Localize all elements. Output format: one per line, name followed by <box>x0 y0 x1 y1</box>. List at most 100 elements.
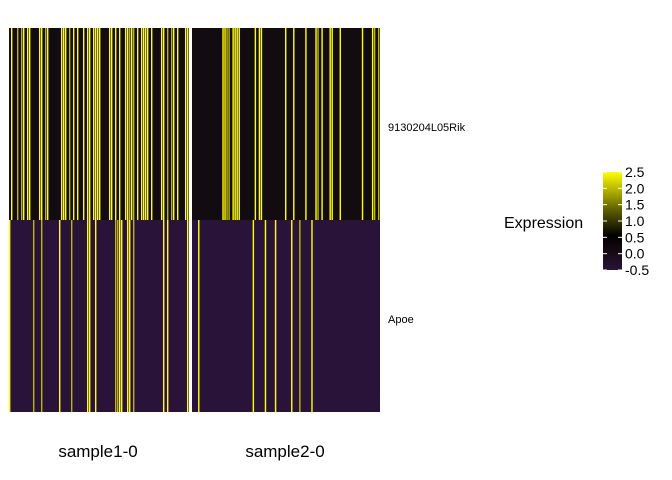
group-label-sample2-0: sample2-0 <box>245 442 324 461</box>
heatmap-cell <box>236 28 238 220</box>
gene-label-9130204L05Rik: 9130204L05Rik <box>388 122 466 134</box>
heatmap-cell <box>29 28 31 220</box>
heatmap-cell <box>232 28 234 220</box>
heatmap-cell <box>115 28 117 220</box>
heatmap-cell <box>127 28 129 220</box>
legend-tick-label: 1.5 <box>625 197 645 213</box>
heatmap-cell <box>95 220 97 412</box>
heatmap-cell <box>11 28 13 220</box>
heatmap-cell <box>163 220 165 412</box>
legend-title: Expression <box>504 215 583 232</box>
heatmap-cell <box>222 28 224 220</box>
heatmap-cell <box>93 28 95 220</box>
gene-label-Apoe: Apoe <box>388 314 414 326</box>
heatmap-cell <box>95 28 97 220</box>
heatmap-cell <box>163 28 165 220</box>
heatmap-cell <box>133 28 135 220</box>
heatmap-cell <box>264 220 267 412</box>
heatmap-cell <box>226 28 228 220</box>
heatmap-cell <box>177 28 179 220</box>
heatmap-cell <box>115 220 117 412</box>
heatmap-cell <box>99 28 101 220</box>
heatmap-cell <box>252 220 255 412</box>
heatmap-cell <box>27 28 29 220</box>
heatmap-cell <box>119 220 121 412</box>
legend-colorbar <box>603 172 622 270</box>
legend: Expression 2.52.01.51.00.50.0-0.5 <box>504 164 649 278</box>
heatmap-cell <box>65 28 67 220</box>
heatmap-cell <box>321 28 323 220</box>
heatmap-cell <box>87 220 89 412</box>
heatmap-cell <box>173 28 175 220</box>
legend-tick-label: 2.5 <box>625 164 645 180</box>
heatmap-cell <box>23 28 25 220</box>
heatmap-cell <box>161 28 163 220</box>
heatmap-cell <box>185 28 187 220</box>
heatmap-cell <box>87 28 89 220</box>
heatmap-cell <box>59 220 61 412</box>
heatmap-cell <box>198 220 200 412</box>
heatmap-cell <box>317 28 319 220</box>
heatmap-cell <box>45 28 47 220</box>
heatmap-cell <box>89 28 91 220</box>
heatmap-cell <box>377 28 380 220</box>
heatmap-cell <box>371 28 374 220</box>
heatmap-cell <box>63 28 65 220</box>
heatmap-cell <box>329 28 331 220</box>
heatmap-cell <box>41 28 43 220</box>
heatmap-cell <box>77 28 79 220</box>
heatmap-cell <box>234 28 236 220</box>
heatmap-cell <box>339 28 341 220</box>
heatmap-cell <box>129 28 131 220</box>
heatmap-cell <box>133 220 135 412</box>
heatmap-cell <box>89 220 91 412</box>
legend-ticks: 2.52.01.51.00.50.0-0.5 <box>603 164 649 278</box>
heatmap-cell <box>147 28 149 220</box>
group-label-sample1-0: sample1-0 <box>58 442 137 461</box>
heatmap-cell <box>145 28 147 220</box>
heatmap-cell <box>151 28 153 220</box>
heatmap-cell <box>299 220 301 412</box>
heatmap-cell <box>228 28 230 220</box>
heatmap-cell <box>315 28 317 220</box>
heatmap-cell <box>137 28 139 220</box>
heatmap-cell <box>41 220 43 412</box>
heatmap-cell <box>258 28 261 220</box>
heatmap-cell <box>373 28 376 220</box>
heatmap-block-Apoe-sample1-0 <box>9 220 189 412</box>
legend-tick-label: 0.5 <box>625 229 645 245</box>
heatmap-cell <box>125 28 127 220</box>
legend-tick-label: 2.0 <box>625 180 645 196</box>
heatmap-cell <box>143 28 145 220</box>
heatmap-block-Apoe-sample2-0 <box>192 220 380 412</box>
heatmap-cell <box>131 28 133 220</box>
heatmap-cell <box>311 220 313 412</box>
heatmap-cell <box>9 220 11 412</box>
heatmap-cell <box>224 28 226 220</box>
heatmap-cell <box>39 28 41 220</box>
heatmap-cell <box>71 220 73 412</box>
heatmap-cell <box>167 28 169 220</box>
heatmap-cell <box>111 28 113 220</box>
heatmap-cell <box>171 28 173 220</box>
heatmap-cell <box>117 220 119 412</box>
heatmap-cell <box>284 28 287 220</box>
legend-tick-label: 1.0 <box>625 213 645 229</box>
heatmap-cell <box>97 28 99 220</box>
heatmap-cell <box>33 220 35 412</box>
heatmap-cell <box>167 220 169 412</box>
heatmap-cell <box>61 28 63 220</box>
heatmap-cell <box>17 28 19 220</box>
heatmap-cell <box>238 28 240 220</box>
heatmap-cell <box>291 220 293 412</box>
heatmap-cell <box>21 28 23 220</box>
heatmap-cell <box>73 28 75 220</box>
heatmap-cell <box>293 28 295 220</box>
heatmap-cell <box>141 28 143 220</box>
heatmap-cell <box>109 28 111 220</box>
heatmap-cell <box>127 220 129 412</box>
heatmap-cell <box>187 220 189 412</box>
heatmap-cell <box>254 28 257 220</box>
heatmap-cell <box>274 220 277 412</box>
